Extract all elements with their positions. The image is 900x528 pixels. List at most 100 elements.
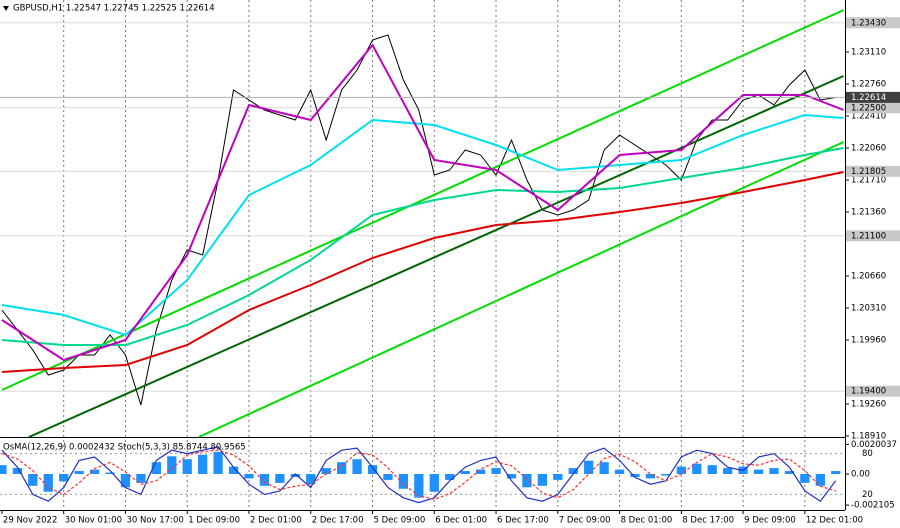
- current-price-label: 1.22614: [851, 93, 886, 103]
- series-line: [1, 113, 844, 337]
- series-line: [1, 171, 844, 373]
- histogram-bar: [306, 474, 316, 485]
- price-level-label: 1.22500: [851, 103, 886, 113]
- price-level-label: 1.21100: [851, 231, 886, 241]
- histogram-bar: [599, 462, 609, 474]
- histogram-bar: [460, 471, 470, 474]
- x-tick-label: 2 Dec 17:00: [312, 516, 364, 526]
- x-tick-label: 7 Dec 09:00: [559, 516, 611, 526]
- histogram-bar: [676, 466, 686, 474]
- histogram-bar: [692, 463, 702, 474]
- histogram-bar: [12, 468, 23, 474]
- oscillator-title: OsMA(12,26,9) 0.0002432 Stoch(5,3,3) 85.…: [3, 443, 246, 453]
- y-tick-label: 1.20660: [851, 272, 886, 282]
- histogram-bar: [584, 460, 594, 474]
- collapse-icon: [3, 6, 9, 11]
- series-line: [1, 147, 844, 346]
- x-tick-label: 6 Dec 17:00: [497, 516, 549, 526]
- histogram-bar: [244, 474, 254, 479]
- histogram-bar: [614, 469, 625, 474]
- histogram-bar: [645, 474, 656, 479]
- x-tick-label: 30 Nov 17:00: [126, 516, 183, 526]
- y-tick-label: -0.002105: [851, 501, 895, 511]
- histogram-bar: [213, 451, 223, 474]
- y-tick-label: 1.19260: [851, 399, 886, 409]
- histogram-bar: [506, 474, 517, 479]
- histogram-bar: [136, 474, 146, 483]
- x-tick-label: 9 Dec 09:00: [744, 516, 796, 526]
- price-level-label: 1.23430: [851, 18, 886, 28]
- x-tick-label: 6 Dec 01:00: [435, 516, 487, 526]
- y2-tick-label: 20: [862, 490, 873, 500]
- y-tick-label: 1.18910: [851, 431, 886, 441]
- histogram-bar: [59, 474, 69, 482]
- x-tick-label: 8 Dec 01:00: [621, 516, 673, 526]
- histogram-bar: [352, 459, 362, 474]
- y-tick-label: 1.20310: [851, 304, 886, 314]
- x-tick-label: 1 Dec 09:00: [188, 516, 240, 526]
- price-level-box: [846, 17, 900, 29]
- histogram-bar: [522, 474, 532, 488]
- histogram-bar: [769, 468, 779, 474]
- histogram-bar: [537, 474, 547, 486]
- series-line: [1, 9, 844, 391]
- histogram-bar: [43, 474, 53, 492]
- y-tick-label: 1.22060: [851, 144, 886, 154]
- price-level-box: [846, 230, 900, 242]
- current-price-box: [846, 91, 900, 103]
- histogram-bar: [800, 474, 810, 483]
- y-tick-label: 1.19960: [851, 336, 886, 346]
- histogram-bar: [568, 468, 578, 474]
- histogram-bar: [383, 474, 393, 480]
- histogram-bar: [398, 474, 409, 489]
- price-level-box: [846, 102, 900, 114]
- histogram-bar: [475, 469, 486, 474]
- histogram-bar: [723, 468, 733, 474]
- y-tick-label: 1.23110: [851, 48, 886, 58]
- histogram-bar: [784, 471, 795, 474]
- chart-title: GBPUSD,H1 1.22547 1.22745 1.22525 1.2261…: [13, 4, 215, 14]
- histogram-bar: [753, 469, 764, 474]
- histogram-bar: [831, 471, 841, 474]
- x-tick-label: 8 Dec 17:00: [682, 516, 734, 526]
- price-level-label: 1.21805: [851, 167, 886, 177]
- x-tick-label: 2 Dec 01:00: [250, 516, 302, 526]
- histogram-bar: [259, 474, 270, 486]
- histogram-bar: [28, 474, 38, 486]
- histogram-bar: [182, 459, 192, 474]
- histogram-bar: [167, 456, 177, 474]
- y-tick-label: 1.22760: [851, 80, 886, 90]
- histogram-bar: [445, 474, 455, 480]
- histogram-bar: [105, 472, 115, 474]
- histogram-bar: [0, 465, 7, 474]
- y2-tick-label: 80: [862, 449, 873, 459]
- series-line: [198, 141, 844, 438]
- histogram-bar: [429, 474, 439, 492]
- price-level-box: [846, 165, 900, 177]
- series-line: [1, 43, 844, 362]
- histogram-bar: [707, 465, 717, 474]
- histogram-bar: [553, 474, 563, 480]
- histogram-bar: [630, 474, 640, 477]
- histogram-bar: [74, 471, 84, 474]
- x-tick-label: 5 Dec 09:00: [374, 516, 426, 526]
- histogram-bar: [661, 474, 671, 476]
- histogram-bar: [290, 474, 300, 477]
- y-tick-label: 1.22410: [851, 112, 886, 122]
- histogram-bar: [228, 466, 239, 474]
- histogram-bar: [151, 462, 161, 474]
- y-tick-label: 0.0020037: [851, 440, 897, 450]
- y-tick-label: 1.21710: [851, 176, 886, 186]
- price-level-box: [846, 385, 900, 397]
- oscillator-line: [1, 446, 837, 504]
- y-tick-label: 1.21360: [851, 208, 886, 218]
- x-tick-label: 30 Nov 01:00: [65, 516, 122, 526]
- histogram-bar: [414, 474, 424, 498]
- histogram-bar: [198, 454, 208, 474]
- series-line: [28, 75, 844, 438]
- histogram-bar: [275, 474, 285, 483]
